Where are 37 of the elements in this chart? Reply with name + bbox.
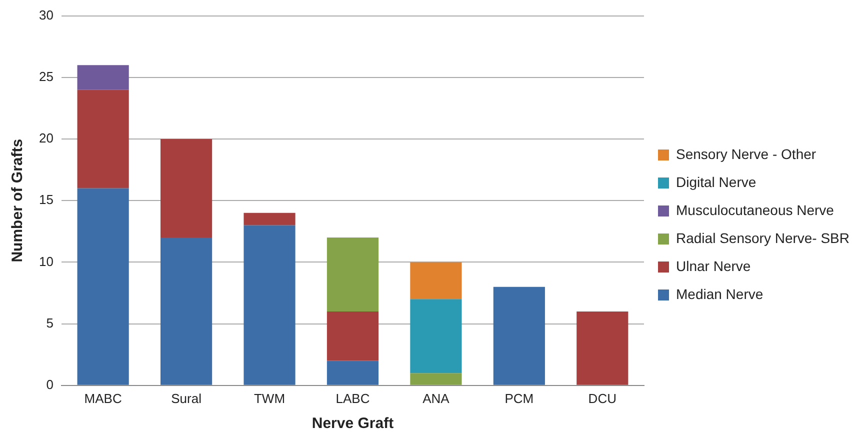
- legend-label: Digital Nerve: [676, 174, 756, 190]
- y-tick-label: 20: [38, 130, 54, 146]
- bar: [576, 311, 628, 385]
- x-tick-label: MABC: [84, 390, 122, 406]
- bar: [326, 238, 379, 312]
- x-tick-label: DCU: [588, 390, 616, 406]
- bar: [493, 286, 545, 385]
- y-tick-label: 5: [46, 315, 54, 330]
- bar: [77, 65, 129, 90]
- bar: [77, 90, 129, 188]
- legend-label: Sensory Nerve - Other: [676, 146, 816, 162]
- y-axis-title: Number of Grafts: [9, 138, 26, 262]
- x-tick-label: Sural: [171, 390, 202, 406]
- bar: [410, 299, 462, 374]
- y-tick-label: 25: [38, 68, 54, 84]
- x-tick-label: PCM: [504, 390, 534, 406]
- y-tick-label: 10: [38, 254, 54, 269]
- bar: [326, 311, 379, 361]
- bar: [326, 360, 379, 385]
- y-tick-label: 15: [38, 192, 54, 208]
- x-tick-label: TWM: [254, 390, 286, 406]
- bar: [160, 139, 212, 238]
- bar: [410, 262, 462, 300]
- legend-label: Musculocutaneous Nerve: [676, 202, 834, 218]
- legend-label: Ulnar Nerve: [676, 258, 751, 274]
- x-tick-label: ANA: [422, 390, 450, 406]
- x-tick-label: LABC: [336, 390, 370, 406]
- bar: [160, 238, 212, 385]
- x-axis-title: Nerve Graft: [312, 415, 394, 432]
- y-tick-label: 0: [46, 376, 54, 392]
- bar: [244, 225, 296, 385]
- bar: [77, 188, 129, 385]
- bar: [244, 212, 296, 226]
- bar: [410, 373, 462, 385]
- legend-label: Radial Sensory Nerve- SBR: [676, 230, 850, 246]
- legend-label: Median Nerve: [676, 286, 764, 302]
- y-tick-label: 30: [38, 7, 54, 22]
